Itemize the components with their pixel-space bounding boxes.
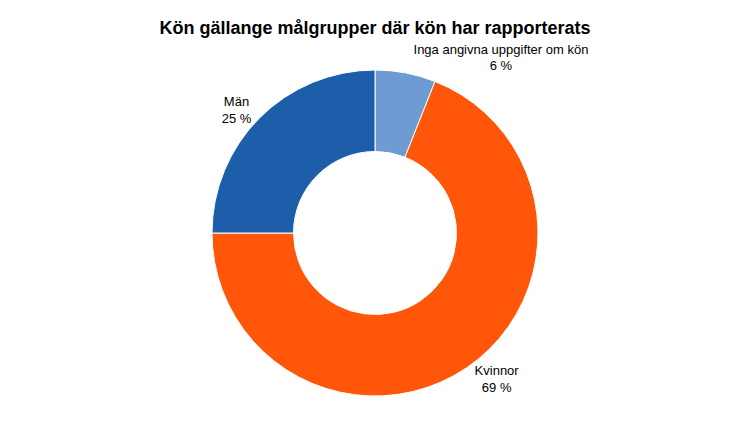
svg-text:Män25 %: Män25 % (222, 94, 252, 126)
svg-text:Inga angivna uppgifter om kön6: Inga angivna uppgifter om kön6 % (414, 42, 589, 74)
svg-text:Kvinnor69 %: Kvinnor69 % (475, 363, 520, 395)
svg-text:Kön gällange målgrupper där kö: Kön gällange målgrupper där kön har rapp… (159, 18, 590, 38)
